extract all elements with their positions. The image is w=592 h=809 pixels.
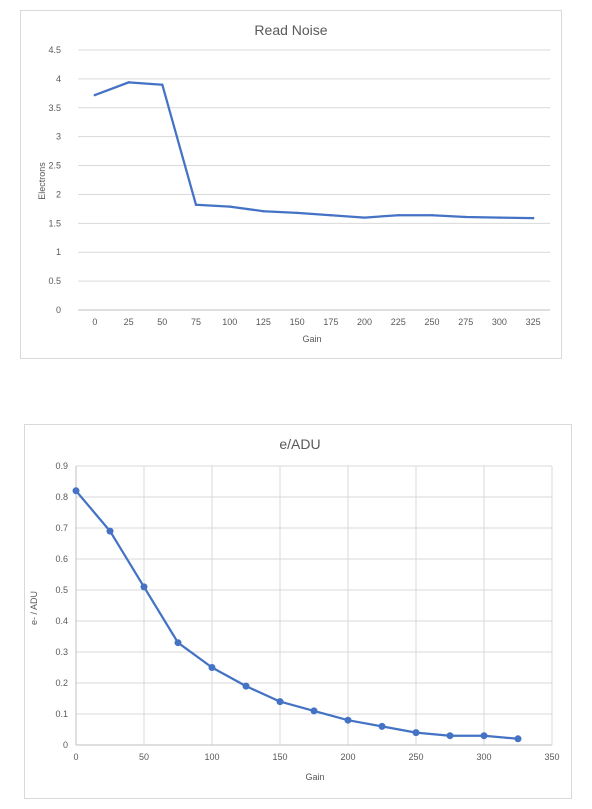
read-noise-data-point <box>262 210 265 213</box>
e-adu-data-point <box>242 682 250 690</box>
read-noise-y-tick-label: 3 <box>56 132 61 142</box>
e-adu-series-line <box>74 489 520 740</box>
read-noise-x-tick-label: 300 <box>492 317 507 327</box>
read-noise-data-point <box>161 83 164 86</box>
e-adu-y-tick-label: 0.2 <box>55 678 68 688</box>
read-noise-data-point <box>295 211 299 215</box>
e-adu-y-tick-label: 0.7 <box>55 523 68 533</box>
e-adu-x-tick-label: 0 <box>73 752 78 762</box>
read-noise-y-tick-label: 1 <box>56 247 61 257</box>
read-noise-data-point <box>194 203 198 207</box>
read-noise-x-tick-label: 75 <box>191 317 201 327</box>
read-noise-x-tick-label: 175 <box>323 317 338 327</box>
read-noise-data-point <box>498 216 501 219</box>
read-noise-data-point <box>397 214 400 217</box>
read-noise-data-point <box>329 214 333 217</box>
e-adu-data-point <box>174 639 182 647</box>
e-adu-data-point <box>208 664 216 671</box>
e-adu-x-axis-title: Gain <box>305 772 324 782</box>
e-adu-y-tick-label: 0 <box>63 740 68 750</box>
read-noise-x-tick-label: 325 <box>526 317 541 327</box>
read-noise-x-tick-label: 200 <box>357 317 372 327</box>
read-noise-x-tick-label: 100 <box>222 317 237 327</box>
e-adu-y-tick-label: 0.6 <box>55 554 68 564</box>
read-noise-y-axis-title: Electrons <box>37 162 47 200</box>
e-adu-y-tick-label: 0.9 <box>55 461 68 471</box>
read-noise-chart-title: Read Noise <box>254 22 327 38</box>
e-adu-chart: e/ADU Gain e- / ADU 0 0.1 0.2 0.3 0.4 0.5 0.6 0… <box>24 424 572 799</box>
read-noise-data-point <box>127 81 130 84</box>
e-adu-data-point <box>140 583 148 591</box>
e-adu-x-tick-label: 250 <box>408 752 423 762</box>
e-adu-data-point <box>514 735 522 743</box>
e-adu-x-tick-label: 200 <box>340 752 355 762</box>
read-noise-y-tick-label: 2.5 <box>48 161 61 171</box>
e-adu-data-point <box>344 716 352 724</box>
read-noise-x-tick-label: 50 <box>157 317 167 327</box>
read-noise-x-tick-label: 125 <box>256 317 271 327</box>
read-noise-y-tick-label: 2 <box>56 189 61 199</box>
e-adu-y-tick-label: 0.5 <box>55 585 68 595</box>
e-adu-data-point <box>446 732 454 740</box>
e-adu-chart-svg: e/ADU Gain e- / ADU 0 0.1 0.2 0.3 0.4 0.5 0.6 0… <box>29 436 560 782</box>
e-adu-y-tick-label: 0.3 <box>55 647 68 657</box>
read-noise-x-tick-label: 25 <box>124 317 134 327</box>
e-adu-data-point <box>276 698 284 706</box>
read-noise-data-point <box>430 214 434 217</box>
e-adu-x-tick-label: 300 <box>476 752 491 762</box>
e-adu-data-point <box>378 722 386 730</box>
read-noise-data-point <box>228 205 231 208</box>
read-noise-y-tick-label: 4 <box>56 74 61 84</box>
read-noise-y-tick-label: 1.5 <box>48 218 61 228</box>
e-adu-data-point <box>480 732 488 740</box>
read-noise-y-tick-label: 0.5 <box>48 276 61 286</box>
e-adu-chart-title: e/ADU <box>279 436 320 452</box>
e-adu-x-tick-label: 50 <box>139 752 149 762</box>
e-adu-data-point <box>310 707 318 715</box>
e-adu-x-tick-label: 150 <box>272 752 287 762</box>
read-noise-x-tick-label: 225 <box>391 317 406 327</box>
e-adu-y-axis-title: e- / ADU <box>29 591 39 625</box>
e-adu-data-point <box>106 527 114 535</box>
e-adu-x-tick-label: 100 <box>204 752 219 762</box>
read-noise-gridlines <box>78 49 550 282</box>
read-noise-x-tick-label: 250 <box>424 317 439 327</box>
read-noise-y-tick-label: 0 <box>56 305 61 315</box>
e-adu-y-tick-label: 0.1 <box>55 709 68 719</box>
read-noise-data-point <box>363 216 366 219</box>
read-noise-data-point <box>93 93 97 97</box>
read-noise-x-tick-label: 150 <box>290 317 305 327</box>
e-adu-y-tick-label: 0.4 <box>55 616 68 626</box>
e-adu-gridlines <box>76 465 553 745</box>
e-adu-x-tick-label: 350 <box>544 752 559 762</box>
read-noise-x-axis-title: Gain <box>302 334 321 344</box>
e-adu-y-tick-label: 0.8 <box>55 492 68 502</box>
read-noise-y-tick-label: 4.5 <box>48 45 61 55</box>
e-adu-data-point <box>412 729 420 737</box>
read-noise-x-tick-label: 275 <box>458 317 473 327</box>
e-adu-data-point <box>72 487 80 495</box>
read-noise-chart: Read Noise Gain Electrons 0 0.5 1 1.5 2 2.5 3 3… <box>20 10 562 359</box>
read-noise-x-tick-label: 0 <box>92 317 97 327</box>
read-noise-chart-svg: Read Noise Gain Electrons 0 0.5 1 1.5 2 2.5 3 3… <box>37 22 550 344</box>
read-noise-series-line <box>93 81 535 220</box>
read-noise-data-point <box>464 215 467 219</box>
read-noise-data-point <box>531 216 535 220</box>
read-noise-y-tick-label: 3.5 <box>48 103 61 113</box>
